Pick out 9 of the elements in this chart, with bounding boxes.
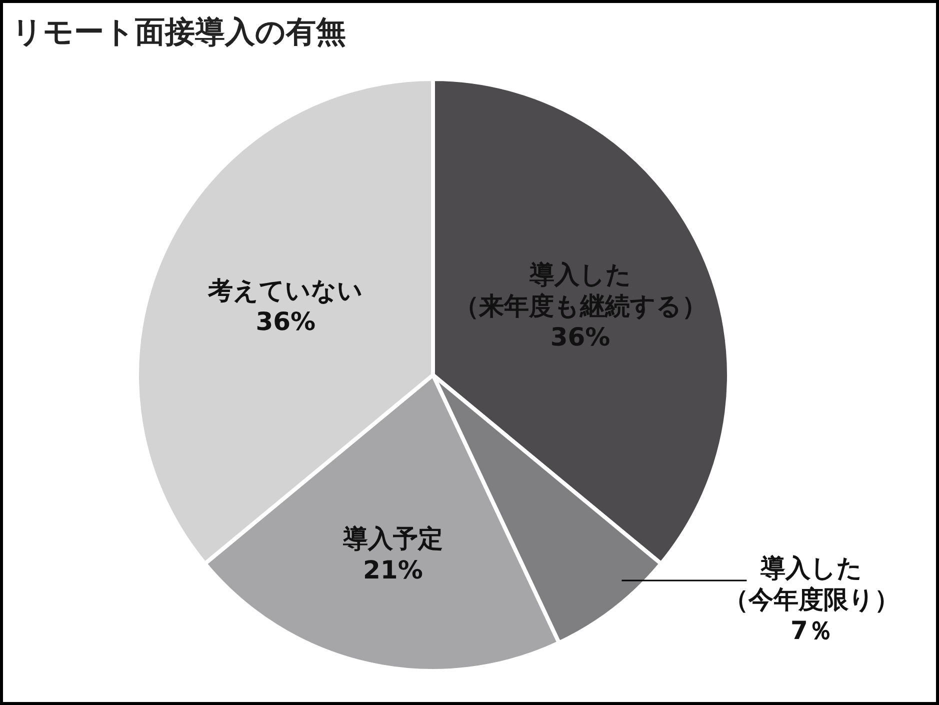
data-label: 21% bbox=[363, 555, 423, 584]
chart-title: リモート面接導入の有無 bbox=[12, 15, 346, 50]
data-label: 36% bbox=[550, 322, 610, 352]
slice-label: 導入した（今年度限り） bbox=[724, 554, 900, 614]
data-label: 7％ bbox=[790, 616, 833, 646]
slice-label: 導入予定 bbox=[342, 524, 443, 554]
slice-label: 導入した（来年度も継続する） bbox=[454, 260, 707, 320]
data-label: 36% bbox=[256, 307, 316, 336]
slice-label: 考えていない bbox=[207, 276, 364, 305]
